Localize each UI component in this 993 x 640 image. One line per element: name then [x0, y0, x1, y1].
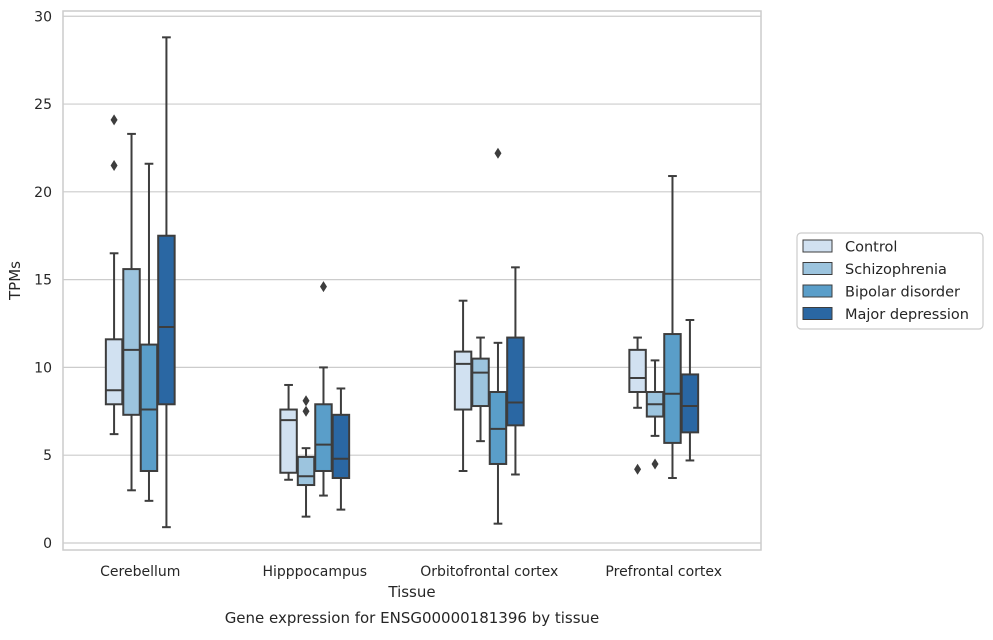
box-plot-item	[680, 319, 700, 462]
legend-swatch	[802, 262, 833, 275]
box	[663, 333, 682, 444]
x-tick-label: Prefrontal cortex	[605, 564, 722, 580]
box-plot-item	[645, 359, 665, 470]
outlier-point	[319, 281, 327, 293]
box-plot-item	[628, 336, 647, 475]
box	[104, 338, 124, 406]
box-plot-item	[157, 36, 176, 529]
x-tick-label: Hipppocampus	[262, 564, 367, 580]
legend-label: Control	[845, 240, 897, 256]
box-plot-item	[488, 147, 508, 525]
outlier-point	[634, 463, 642, 475]
box	[296, 455, 316, 487]
x-tick-label: Cerebellum	[100, 564, 180, 580]
legend-swatch	[802, 284, 833, 298]
x-axis-ticks: Cerebellum Hipppocampus Orbitofrontal cort…	[100, 564, 722, 580]
box	[628, 348, 647, 393]
y-axis-label: TPMs	[6, 261, 24, 301]
box	[506, 336, 525, 427]
box-plot-item	[314, 281, 333, 497]
box-plot-item	[471, 336, 490, 443]
x-tick-label: Orbitofrontal cortex	[420, 564, 558, 580]
box	[314, 403, 333, 472]
box	[680, 373, 700, 434]
legend-swatch	[802, 239, 833, 253]
legend-item: Control	[802, 239, 897, 256]
box-plot-item	[453, 299, 473, 472]
outlier-point	[110, 114, 118, 126]
box	[157, 234, 176, 406]
y-tick-label: 0	[43, 536, 52, 552]
box-plot-item	[139, 162, 159, 502]
y-axis-ticks: 0 5 10 15 20 25 30	[34, 9, 52, 552]
box	[139, 343, 159, 472]
legend-item: Major depression	[802, 307, 969, 323]
y-tick-label: 15	[34, 273, 52, 289]
legend-item: Bipolar disorder	[802, 284, 960, 301]
outlier-point	[302, 395, 310, 407]
x-axis-label: Tissue	[387, 583, 435, 601]
box-plot-series	[104, 36, 700, 529]
box-plot-item	[279, 383, 298, 481]
outlier-point	[494, 147, 502, 159]
legend: Control Schizophrenia Bipolar disorder Majo…	[796, 232, 984, 330]
box	[471, 357, 490, 408]
box	[279, 408, 298, 474]
box-plot-item	[122, 132, 141, 492]
box-plot-item	[104, 114, 124, 436]
legend-frame	[796, 232, 984, 330]
y-tick-label: 30	[34, 9, 52, 25]
box-plot-item	[663, 175, 682, 480]
box	[331, 413, 351, 480]
legend-label: Bipolar disorder	[845, 285, 960, 301]
box-plot-item	[296, 395, 316, 518]
y-tick-label: 5	[43, 448, 52, 464]
box-plot-item	[331, 387, 351, 511]
outlier-point	[110, 160, 118, 172]
box	[122, 268, 141, 416]
y-tick-label: 25	[34, 97, 52, 113]
y-tick-label: 10	[34, 360, 52, 376]
outlier-point	[651, 458, 659, 470]
legend-label: Major depression	[845, 307, 969, 323]
box	[453, 350, 473, 411]
box-plot-item	[506, 266, 525, 476]
grid-lines	[63, 15, 761, 544]
legend-swatch	[802, 307, 833, 320]
outlier-point	[302, 405, 310, 417]
legend-label: Schizophrenia	[845, 262, 947, 278]
chart-caption: Gene expression for ENSG00000181396 by t…	[225, 609, 600, 627]
y-tick-label: 20	[34, 185, 52, 201]
plot-frame	[62, 10, 762, 551]
legend-item: Schizophrenia	[802, 262, 947, 278]
